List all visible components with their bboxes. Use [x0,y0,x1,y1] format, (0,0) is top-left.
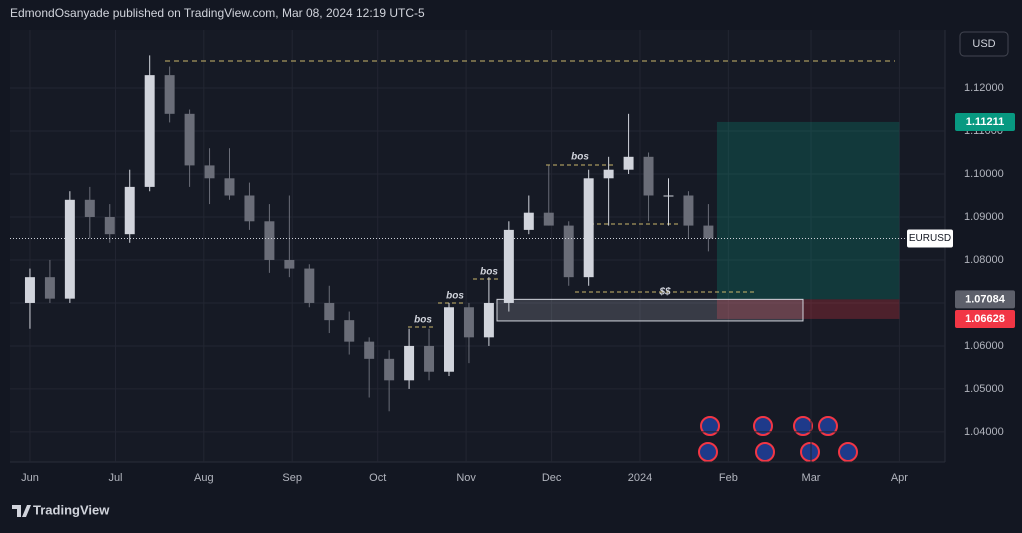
candle-body [543,212,554,226]
candle-body [563,225,574,278]
y-tick-label: 1.08000 [964,254,1004,266]
x-tick-label: Aug [194,472,214,484]
candle-body [144,75,155,187]
candle-body [164,75,175,114]
demand-zone [496,298,804,322]
event-icon [700,416,720,436]
price-tag [955,290,1015,309]
candle-body [603,169,614,179]
price-tag [955,309,1015,328]
symbol-tag [907,229,953,248]
candle-body [683,195,694,226]
profit-zone [716,121,900,300]
candle-body [64,199,75,299]
y-tick-label: 1.04000 [964,426,1004,438]
event-icon [818,416,838,436]
x-tick-label: Nov [456,472,476,484]
y-tick-label: 1.05000 [964,383,1004,395]
event-icon [800,442,820,462]
price-tag [955,112,1015,131]
publish-header: EdmondOsanyade published on TradingView.… [10,6,425,20]
event-icon [753,416,773,436]
candle-body [244,195,255,222]
candle-body [503,229,514,303]
annotation: $$ [658,287,671,298]
candle-body [384,358,395,381]
x-tick-label: Apr [891,472,908,484]
annotation: bos [414,315,432,326]
candle-body [44,277,55,299]
x-tick-label: Mar [802,472,821,484]
y-tick-label: 1.12000 [964,82,1004,94]
annotation: bos [446,291,464,302]
candle-body [104,216,115,235]
event-icon [698,442,718,462]
candle-body [284,259,295,269]
x-tick-label: Feb [719,472,738,484]
x-tick-label: Jul [108,472,122,484]
annotation: bos [571,152,589,163]
event-icon [838,442,858,462]
x-tick-label: Sep [282,472,302,484]
candle-body [463,307,474,338]
candle-body [24,277,35,303]
currency-button[interactable] [959,31,1009,57]
y-tick-label: 1.06000 [964,340,1004,352]
candle-body [304,268,315,303]
candle-body [523,212,534,230]
y-tick-label: 1.10000 [964,168,1004,180]
candle-body [583,178,594,278]
price-tag-label: 1.11211 [966,116,1005,128]
candle-body [483,302,494,338]
candle-body [184,113,195,166]
x-tick-label: Jun [21,472,39,484]
candle-body [404,345,415,381]
y-tick-label: 1.09000 [964,211,1004,223]
x-tick-label: 2024 [628,472,652,484]
candle-body [344,320,355,342]
candle-body [124,186,135,235]
candle-body [643,156,654,196]
x-tick-label: Dec [542,472,562,484]
candle-body [84,199,95,217]
symbol-label: EURUSD [909,233,951,244]
candle-body [204,165,215,179]
event-icon [793,416,813,436]
candle-body [424,345,435,372]
brand: TradingView [33,502,110,517]
price-tag-label: 1.07084 [965,293,1006,305]
candle-body [703,225,714,239]
loss-zone [716,299,900,319]
candle-body [224,178,235,196]
candle-body [264,221,275,260]
price-tag-label: 1.06628 [965,313,1005,325]
events [698,416,858,462]
candle-body [444,307,454,372]
currency-label: USD [972,38,995,50]
x-tick-label: Oct [369,472,386,484]
event-icon [755,442,775,462]
annotation: bos [480,267,498,278]
brand-logo [12,505,31,517]
candle-body [324,302,335,321]
candle-body [623,156,634,170]
candle-body [663,195,674,197]
candle-body [364,341,375,359]
